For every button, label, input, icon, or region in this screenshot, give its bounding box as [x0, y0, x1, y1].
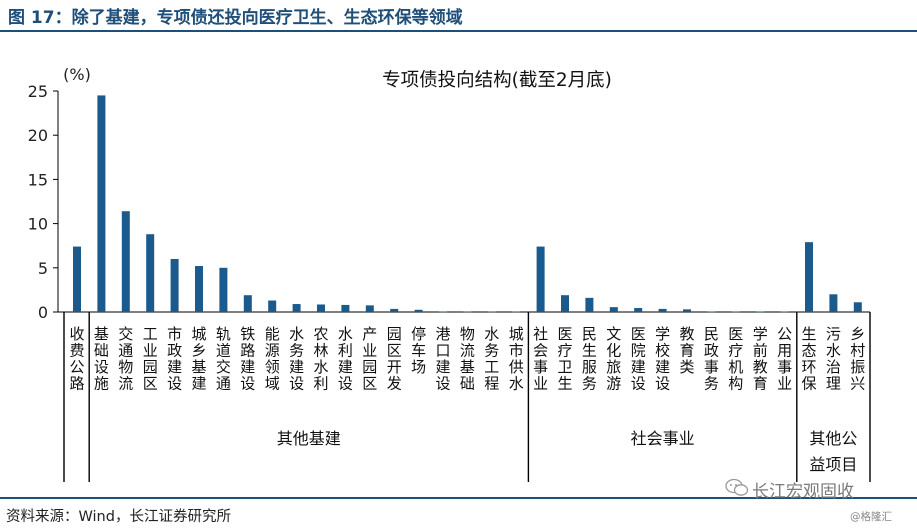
y-tick-label: 0: [38, 303, 48, 322]
bar: [707, 311, 716, 313]
bar: [585, 297, 594, 312]
category-label: 交通物流: [118, 325, 133, 393]
wechat-icon: [725, 478, 749, 496]
group-label: 其他公: [809, 429, 857, 448]
category-label: 医疗卫生: [557, 325, 572, 393]
bars: [73, 95, 862, 313]
category-label: 文化旅游: [606, 325, 621, 393]
bar-chart: 专项债投向结构(截至2月底) (%) 0 5 10 15 20 25 收费公路基础设施交通…: [28, 65, 871, 482]
category-label: 停车场: [411, 325, 426, 376]
category-label: 乡村振兴: [850, 325, 865, 393]
category-label: 水务工程: [484, 325, 499, 393]
category-label: 能源领域: [265, 325, 280, 393]
y-axis: 0 5 10 15 20 25: [28, 82, 870, 322]
y-tick-label: 25: [28, 82, 48, 101]
group-label: 其他基建: [277, 429, 341, 448]
y-tick-label: 20: [28, 126, 48, 145]
category-label: 污水治理: [826, 325, 841, 393]
category-label: 民政事务: [704, 325, 719, 393]
group-label: 社会事业: [631, 429, 695, 448]
header-rule: [0, 30, 917, 32]
bar: [414, 309, 423, 312]
bar: [512, 311, 521, 313]
bar: [634, 308, 643, 312]
category-label: 市政建设: [167, 325, 182, 393]
bar: [317, 304, 325, 312]
category-label: 医院建设: [631, 325, 646, 393]
category-label: 城市供水: [509, 325, 524, 393]
bar: [292, 304, 301, 312]
bar: [658, 308, 667, 312]
group-dividers: [63, 312, 871, 482]
source-note: 资料来源：Wind，长江证券研究所: [6, 509, 231, 525]
figure-title: 图 17：除了基建，专项债还投向医疗卫生、生态环保等领域: [8, 8, 463, 28]
bar: [463, 311, 472, 313]
bar: [731, 311, 740, 313]
category-label: 学校建设: [655, 325, 670, 393]
category-label: 基础设施: [94, 325, 109, 393]
bar: [219, 267, 228, 312]
category-label: 学前教育: [753, 325, 768, 393]
category-label: 社会事业: [533, 325, 548, 393]
category-label: 教育类: [679, 325, 694, 376]
bar: [268, 300, 277, 312]
category-label: 港口建设: [435, 325, 450, 393]
category-label: 收费公路: [69, 325, 84, 393]
category-label: 生态环保: [801, 325, 816, 393]
group-label: 益项目: [809, 455, 857, 474]
bar: [146, 234, 155, 312]
category-label: 城乡基建: [191, 325, 206, 393]
category-label: 公用事业: [777, 325, 792, 393]
bar: [756, 311, 765, 313]
y-axis-unit: (%): [63, 65, 91, 84]
category-label: 轨道交通: [216, 325, 231, 393]
y-tick-label: 15: [28, 170, 48, 189]
bar: [561, 295, 569, 312]
bar: [487, 311, 496, 313]
category-label: 农林水利: [313, 325, 328, 393]
bar: [853, 302, 862, 312]
bar: [390, 308, 399, 312]
chart-title: 专项债投向结构(截至2月底): [382, 70, 612, 91]
category-label: 园区开发: [387, 325, 402, 393]
category-label: 民生服务: [582, 325, 597, 393]
y-tick-label: 5: [38, 259, 48, 278]
bar: [73, 246, 81, 312]
category-label: 铁路建设: [240, 325, 255, 393]
bar: [780, 311, 789, 313]
bar: [195, 266, 203, 312]
bar: [805, 242, 813, 312]
bar: [243, 295, 252, 312]
footer-rule: [0, 497, 917, 499]
bar: [341, 304, 350, 312]
watermark: 长江宏观固收: [752, 482, 854, 502]
y-tick-label: 10: [28, 215, 48, 234]
category-label: 水务建设: [289, 325, 304, 393]
bar: [97, 95, 106, 312]
bar: [170, 258, 179, 312]
category-label: 工业园区: [143, 325, 158, 393]
category-label: 医疗机构: [728, 325, 743, 393]
category-labels: 收费公路基础设施交通物流工业园区市政建设城乡基建轨道交通铁路建设能源领域水务建设…: [69, 325, 865, 393]
category-label: 产业园区: [362, 325, 377, 393]
bar: [536, 246, 545, 312]
category-label: 水利建设: [338, 325, 353, 393]
bar: [609, 307, 618, 312]
bar: [683, 309, 691, 312]
bar: [829, 294, 838, 312]
watermark-handle: @格隆汇: [850, 511, 892, 523]
bar: [365, 305, 374, 312]
bar: [121, 211, 130, 312]
category-label: 物流基础: [460, 325, 475, 393]
bar: [439, 311, 447, 313]
